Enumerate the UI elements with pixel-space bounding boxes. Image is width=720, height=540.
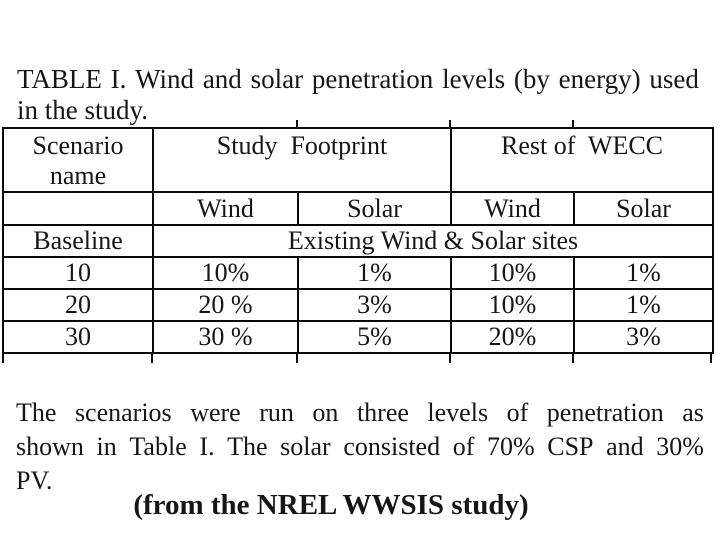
gridline-stub-bottom bbox=[710, 354, 712, 363]
word: penetration bbox=[311, 64, 434, 94]
cell-20-wecc-solar: 1% bbox=[573, 288, 715, 322]
cell-10-wecc-solar: 1% bbox=[573, 256, 715, 290]
table-title-line1: TABLE I. Wind and solar penetration levels (by e… bbox=[17, 64, 699, 95]
word: run bbox=[259, 398, 294, 427]
cell-20-sf-wind: 20 % bbox=[152, 288, 299, 322]
cell-30-sf-solar: 5% bbox=[296, 320, 453, 354]
cell-scenario-name-header: Scenario name bbox=[2, 127, 154, 193]
cell-rest-of-wecc-header: Rest of WECC bbox=[450, 127, 715, 193]
word: used bbox=[649, 64, 699, 94]
cell-wecc-wind-header: Wind bbox=[450, 191, 576, 226]
paragraph-line1: The scenarios were run on three levels of penetr… bbox=[16, 396, 704, 430]
word: I. bbox=[199, 432, 215, 461]
cell-wecc-solar-header: Solar bbox=[573, 191, 715, 226]
word: and bbox=[606, 432, 644, 461]
table-row-scenario-30: 30 30 % 5% 20% 3% bbox=[2, 320, 715, 354]
word: solar bbox=[280, 432, 331, 461]
word: of bbox=[506, 398, 529, 427]
word: (by bbox=[513, 64, 550, 94]
table-row-scenario-10: 10 10% 1% 10% 1% bbox=[2, 256, 715, 290]
cell-empty-corner bbox=[2, 191, 154, 226]
cell-sf-wind-header: Wind bbox=[152, 191, 299, 226]
table-title: TABLE I. Wind and solar penetration levels (by e… bbox=[17, 64, 699, 126]
cell-study-footprint-header: Study Footprint bbox=[151, 127, 453, 193]
word: penetration bbox=[546, 398, 664, 427]
cell-30-wecc-wind: 20% bbox=[450, 320, 576, 354]
word: scenarios bbox=[74, 398, 172, 427]
cell-30-sf-wind: 30 % bbox=[152, 320, 299, 354]
cell-10-sf-wind: 10% bbox=[152, 256, 299, 290]
cell-10-wecc-wind: 10% bbox=[450, 256, 576, 290]
paragraph-line3: PV. bbox=[16, 466, 53, 495]
table-row-scenario-20: 20 20 % 3% 10% 1% bbox=[2, 288, 715, 322]
word: 70% bbox=[486, 432, 535, 461]
cell-baseline-description: Existing Wind & Solar sites bbox=[151, 224, 715, 258]
cell-scenario-20-name: 20 bbox=[2, 288, 154, 322]
word: 30% bbox=[656, 432, 704, 461]
word: on bbox=[312, 398, 339, 427]
cell-scenario-30-name: 30 bbox=[2, 320, 154, 354]
cell-sf-solar-header: Solar bbox=[296, 191, 453, 226]
word: as bbox=[682, 398, 704, 427]
cell-10-sf-solar: 1% bbox=[296, 256, 453, 290]
penetration-table: Scenario name Study Footprint Rest of WE… bbox=[2, 127, 715, 354]
body-paragraph: The scenarios were run on three levels of penetr… bbox=[16, 396, 704, 498]
word: and bbox=[202, 64, 242, 94]
word: Table bbox=[129, 432, 187, 461]
cell-20-wecc-wind: 10% bbox=[450, 288, 576, 322]
source-caption: (from the NREL WWSIS study) bbox=[133, 489, 529, 521]
cell-30-wecc-solar: 3% bbox=[573, 320, 715, 354]
word: levels bbox=[442, 64, 506, 94]
word: Wind bbox=[135, 64, 195, 94]
word: TABLE bbox=[17, 64, 102, 94]
cell-baseline-name: Baseline bbox=[2, 224, 154, 258]
gridline-stub-bottom bbox=[296, 354, 298, 363]
word: levels bbox=[427, 398, 489, 427]
gridline-stub-bottom bbox=[449, 354, 451, 363]
word: solar bbox=[250, 64, 304, 94]
word: The bbox=[227, 432, 268, 461]
gridline-stub-bottom bbox=[151, 354, 153, 363]
table-row-group-headers: Scenario name Study Footprint Rest of WE… bbox=[2, 127, 715, 193]
table-row-baseline: Baseline Existing Wind & Solar sites bbox=[2, 224, 715, 258]
cell-20-sf-solar: 3% bbox=[296, 288, 453, 322]
cell-scenario-10-name: 10 bbox=[2, 256, 154, 290]
gridline-stub-top bbox=[296, 120, 298, 127]
table-title-line2: in the study. bbox=[17, 95, 148, 125]
gridline-stub-top bbox=[449, 120, 451, 127]
paragraph-line2: shown in Table I. The solar consisted of 70% CSP a… bbox=[16, 430, 704, 464]
word: consisted bbox=[343, 432, 441, 461]
table-row-sub-headers: Wind Solar Wind Solar bbox=[2, 191, 715, 226]
word: The bbox=[16, 398, 57, 427]
gridline-stub-top bbox=[572, 120, 574, 127]
word: energy) bbox=[558, 64, 641, 94]
word: were bbox=[190, 398, 241, 427]
word: I. bbox=[110, 64, 127, 94]
word: in bbox=[96, 432, 117, 461]
gridline-stub-bottom bbox=[2, 354, 4, 363]
word: of bbox=[452, 432, 475, 461]
word: three bbox=[356, 398, 409, 427]
gridline-stub-bottom bbox=[572, 354, 574, 363]
word: shown bbox=[16, 432, 84, 461]
word: CSP bbox=[547, 432, 594, 461]
